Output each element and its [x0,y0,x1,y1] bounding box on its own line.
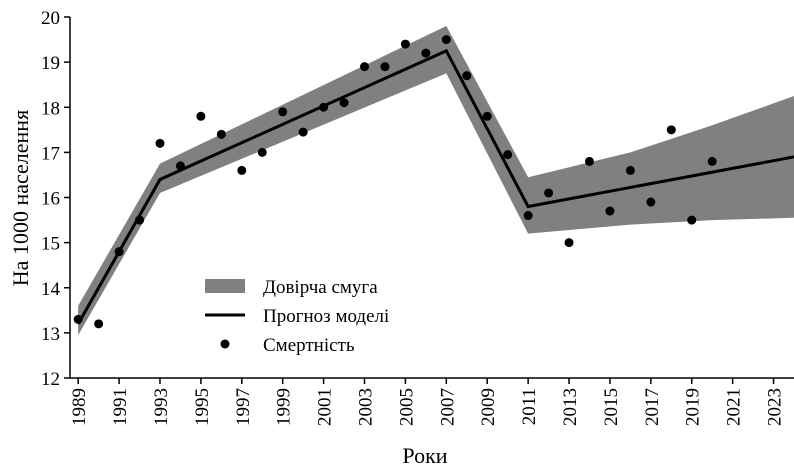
x-tick-label: 2005 [396,388,417,426]
mortality-point [114,247,124,257]
y-tick-label: 19 [41,53,60,74]
legend-label: Довірча смуга [263,277,378,298]
x-tick-label: 1991 [110,388,131,426]
mortality-point [216,129,226,139]
x-tick-label: 2007 [437,388,458,426]
legend-band-swatch [205,279,245,293]
y-tick-label: 20 [41,8,60,29]
forecast-line [76,48,794,325]
x-tick-label: 2017 [642,388,663,426]
x-tick-label: 2009 [478,388,499,426]
legend-label: Смертність [263,335,355,356]
y-axis-label: На 1000 населення [8,110,33,286]
mortality-point [135,215,145,225]
x-tick-label: 2015 [601,388,622,426]
x-tick-label: 1997 [233,388,254,426]
mortality-point [605,206,615,216]
mortality-point [196,111,206,121]
mortality-point [625,165,635,175]
y-tick-label: 14 [41,279,61,300]
mortality-point [462,71,472,81]
y-tick-label: 12 [41,369,60,390]
mortality-point [584,156,594,166]
x-tick-label: 1999 [274,388,295,426]
mortality-point [319,102,329,112]
mortality-point [482,111,492,121]
mortality-point [400,39,410,49]
y-tick-label: 17 [41,143,60,164]
mortality-point [564,238,574,248]
x-axis-label: Роки [402,443,447,468]
legend-point-swatch [220,339,230,349]
mortality-point [646,197,656,207]
x-tick-label: 1989 [69,388,90,426]
mortality-point [687,215,697,225]
mortality-point [523,211,533,221]
x-tick-label: 1993 [151,388,172,426]
legend-label: Прогноз моделі [263,306,389,327]
mortality-point [175,161,185,171]
mortality-point [94,319,104,329]
mortality-point [278,107,288,117]
x-tick-label: 2021 [724,388,745,426]
mortality-point [707,156,717,166]
mortality-point [339,98,349,108]
mortality-point [666,125,676,135]
mortality-point [155,138,165,148]
y-tick-label: 18 [41,98,60,119]
x-tick-label: 2001 [315,388,336,426]
mortality-point [544,188,554,198]
mortality-point [360,62,370,72]
mortality-point [421,48,431,58]
mortality-point [503,150,513,160]
mortality-point [298,127,308,137]
mortality-point [257,147,267,157]
mortality-point [441,35,451,45]
mortality-point [73,314,83,324]
mortality-point [380,62,390,72]
y-tick-label: 15 [41,234,60,255]
x-tick-label: 2003 [356,388,377,426]
x-tick-label: 2023 [765,388,786,426]
x-tick-label: 2011 [519,388,540,425]
mortality-point [237,165,247,175]
x-tick-label: 2019 [683,388,704,426]
confidence-band [78,26,794,336]
x-tick-label: 2013 [560,388,581,426]
y-tick-label: 13 [41,324,60,345]
y-tick-label: 16 [41,189,60,210]
x-tick-label: 1995 [192,388,213,426]
